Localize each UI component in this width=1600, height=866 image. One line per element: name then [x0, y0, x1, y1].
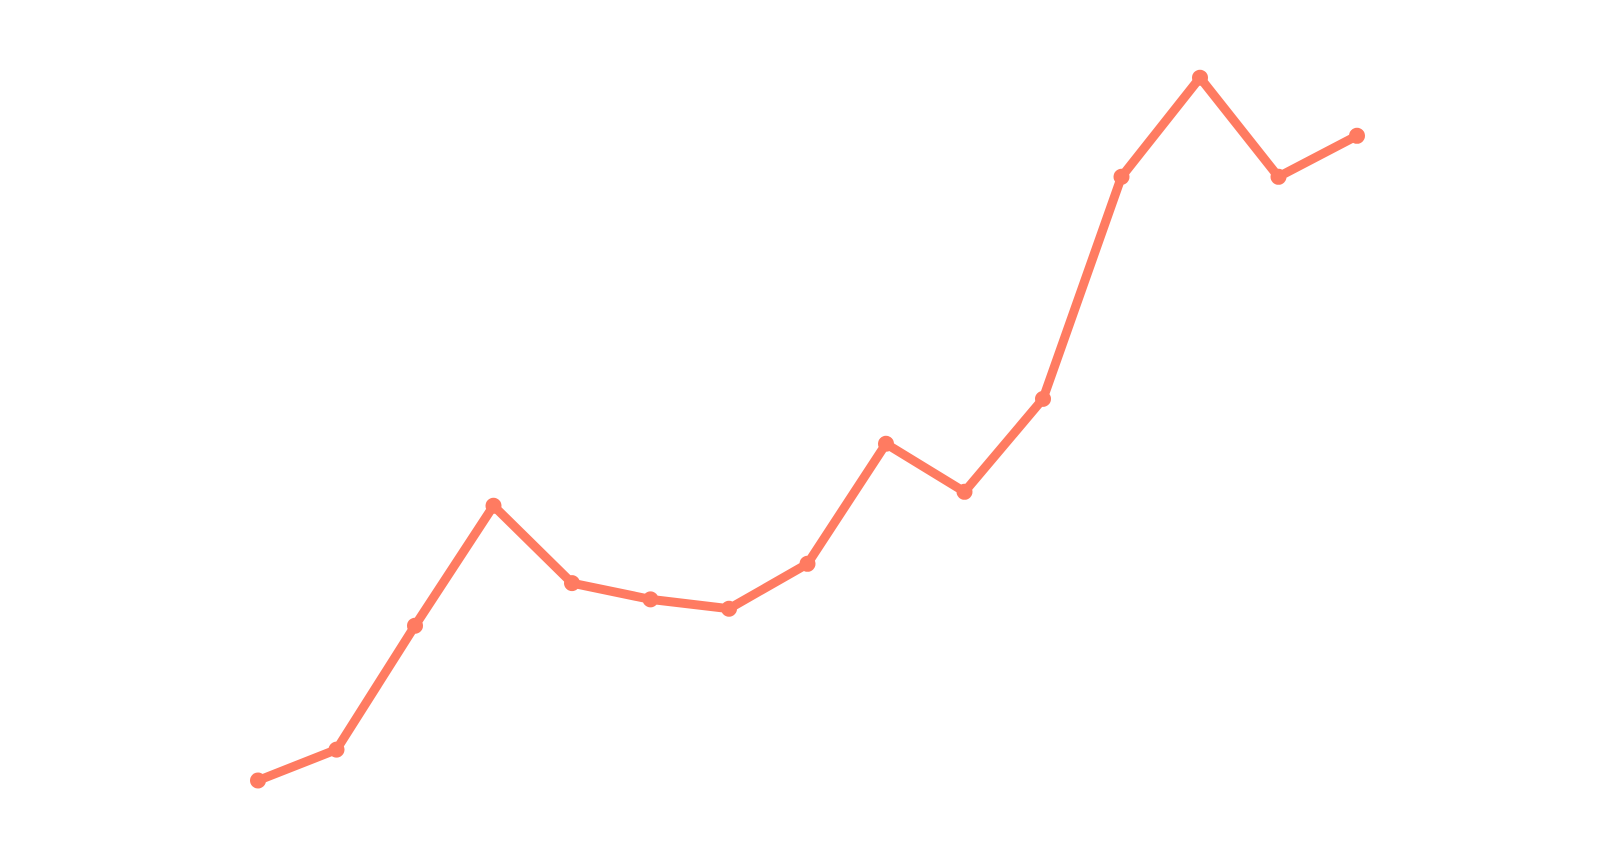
- series-layer: [250, 69, 1365, 789]
- data-point: [485, 497, 502, 514]
- data-point: [642, 591, 659, 608]
- data-point: [1113, 168, 1130, 185]
- data-point: [250, 772, 266, 789]
- data-point: [328, 741, 345, 758]
- data-point: [721, 600, 737, 617]
- data-point: [1192, 69, 1208, 86]
- series-line: [253, 73, 1362, 785]
- data-point: [1349, 127, 1365, 144]
- data-point: [956, 483, 973, 500]
- data-point: [564, 575, 580, 592]
- data-point: [407, 617, 423, 634]
- data-point: [878, 435, 894, 452]
- data-point: [1270, 168, 1287, 185]
- data-point: [799, 555, 816, 572]
- data-point: [1035, 390, 1051, 407]
